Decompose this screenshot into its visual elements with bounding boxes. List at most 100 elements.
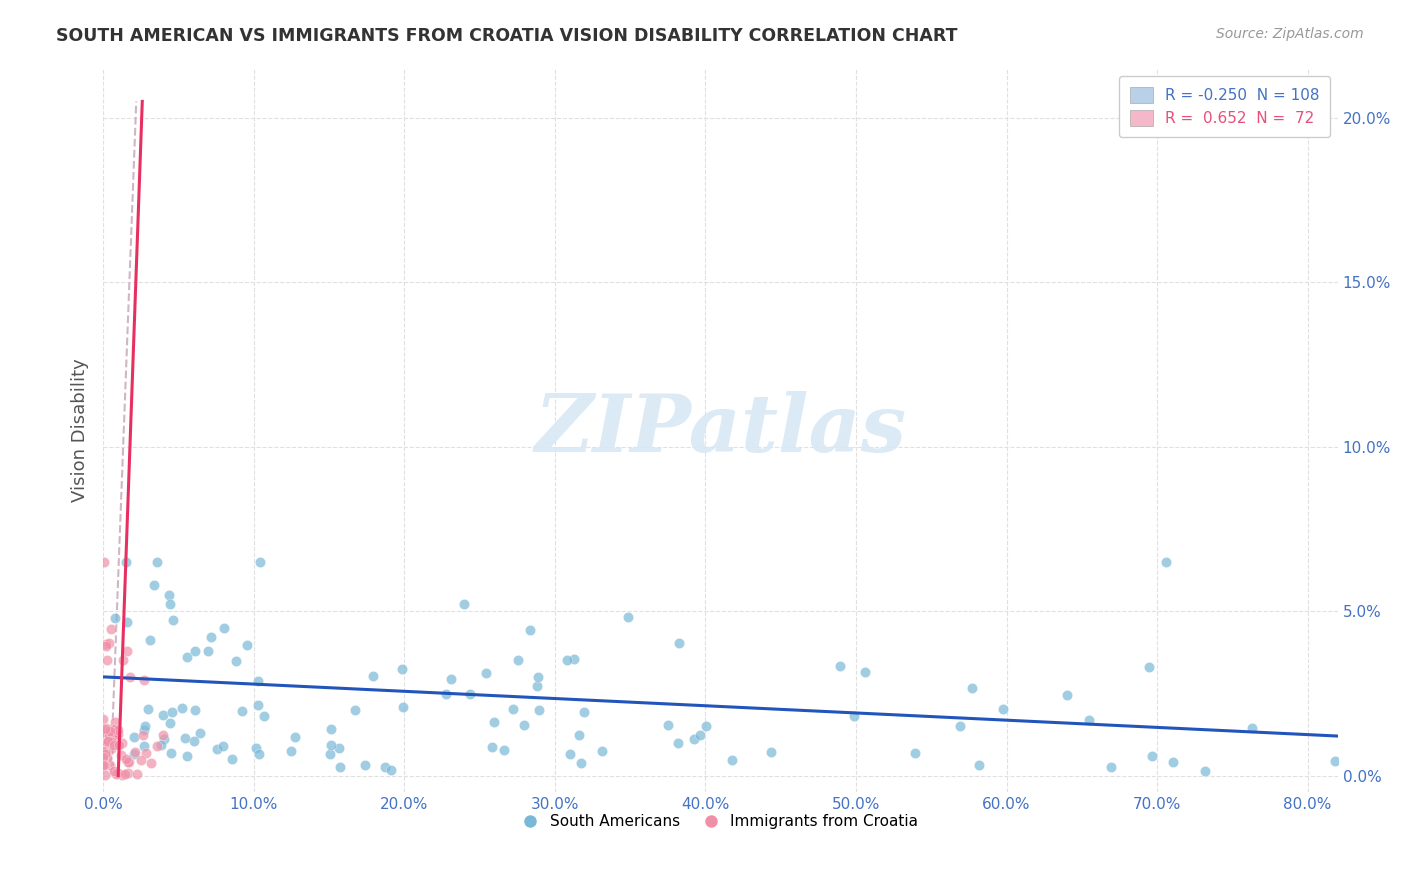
Point <box>91 750 114 764</box>
Point <box>117 755 139 769</box>
Point <box>117 644 139 658</box>
Point <box>117 615 139 629</box>
Point <box>132 723 155 738</box>
Point <box>111 736 134 750</box>
Point <box>104 731 127 745</box>
Point <box>380 763 402 777</box>
Point <box>94 746 117 760</box>
Legend: South Americans, Immigrants from Croatia: South Americans, Immigrants from Croatia <box>516 808 925 835</box>
Point <box>96 653 118 667</box>
Point <box>960 681 983 695</box>
Point <box>221 751 243 765</box>
Point <box>558 747 581 762</box>
Point <box>131 753 153 767</box>
Point <box>91 750 114 764</box>
Text: Source: ZipAtlas.com: Source: ZipAtlas.com <box>1216 27 1364 41</box>
Point <box>828 659 851 673</box>
Point <box>329 760 352 774</box>
Point <box>97 729 120 743</box>
Point <box>124 747 146 761</box>
Point <box>103 738 125 752</box>
Point <box>344 703 367 717</box>
Point <box>591 744 613 758</box>
Point <box>100 723 122 737</box>
Point <box>284 731 307 745</box>
Point <box>97 730 120 744</box>
Point <box>96 722 118 736</box>
Point <box>100 739 122 753</box>
Point <box>96 751 118 765</box>
Point <box>91 745 114 759</box>
Point <box>107 727 129 741</box>
Point <box>453 597 475 611</box>
Point <box>492 743 515 757</box>
Point <box>1324 754 1347 768</box>
Point <box>93 555 115 569</box>
Point <box>139 633 162 648</box>
Point <box>519 623 541 637</box>
Point <box>572 705 595 719</box>
Point <box>125 766 148 780</box>
Point <box>162 613 184 627</box>
Point <box>93 757 115 772</box>
Point <box>1163 755 1185 769</box>
Point <box>132 739 155 753</box>
Point <box>136 702 159 716</box>
Point <box>97 635 120 649</box>
Point <box>96 637 118 651</box>
Point <box>93 730 115 744</box>
Point <box>1154 555 1177 569</box>
Point <box>104 715 127 730</box>
Point <box>245 741 267 756</box>
Point <box>135 746 157 760</box>
Point <box>150 738 173 752</box>
Point <box>107 739 129 753</box>
Point <box>666 736 689 750</box>
Point <box>1099 759 1122 773</box>
Point <box>481 740 503 755</box>
Point <box>94 768 117 782</box>
Point <box>93 712 115 726</box>
Point <box>1077 713 1099 727</box>
Point <box>374 760 396 774</box>
Point <box>104 610 127 624</box>
Point <box>122 730 145 744</box>
Point <box>967 758 990 772</box>
Point <box>657 717 679 731</box>
Point <box>361 669 384 683</box>
Point <box>146 555 169 569</box>
Point <box>145 739 167 753</box>
Point <box>842 708 865 723</box>
Point <box>91 751 114 765</box>
Point <box>440 672 463 686</box>
Point <box>246 698 269 712</box>
Point <box>101 735 124 749</box>
Point <box>197 644 219 658</box>
Point <box>353 758 375 772</box>
Point <box>97 733 120 747</box>
Point <box>568 728 591 742</box>
Point <box>506 653 529 667</box>
Point <box>115 555 138 569</box>
Point <box>174 731 197 746</box>
Point <box>101 726 124 740</box>
Point <box>616 609 638 624</box>
Point <box>761 745 783 759</box>
Point <box>94 758 117 772</box>
Point <box>94 756 117 771</box>
Point <box>205 741 228 756</box>
Point <box>94 747 117 761</box>
Point <box>253 708 276 723</box>
Point <box>949 719 972 733</box>
Point <box>458 687 481 701</box>
Point <box>176 749 198 764</box>
Point <box>117 766 139 780</box>
Point <box>183 734 205 748</box>
Point <box>695 719 717 733</box>
Point <box>97 734 120 748</box>
Point <box>249 555 271 569</box>
Point <box>93 758 115 772</box>
Point <box>139 756 162 770</box>
Point <box>132 729 155 743</box>
Point <box>93 722 115 736</box>
